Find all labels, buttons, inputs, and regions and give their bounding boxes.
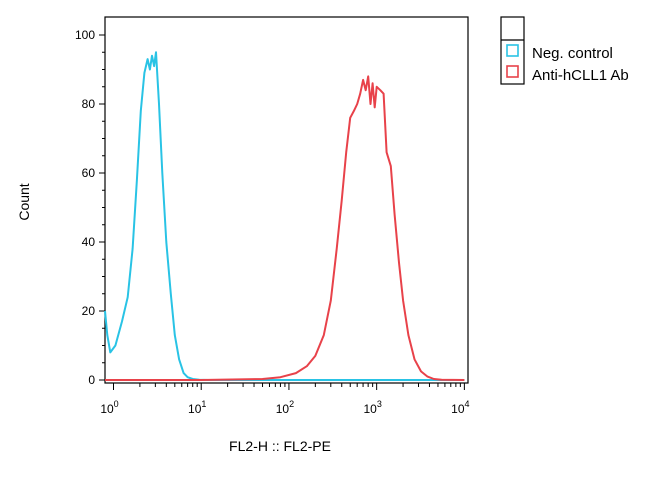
- x-axis-label: FL2-H :: FL2-PE: [229, 438, 331, 454]
- y-tick-label: 40: [82, 235, 96, 249]
- legend-label-anti-hcll1: Anti-hCLL1 Ab: [532, 67, 629, 84]
- x-tick-exponent: 0: [114, 399, 119, 409]
- legend: Neg. control Anti-hCLL1 Ab: [500, 16, 629, 85]
- x-axis-ticks: 100 101 102 103 104: [100, 383, 470, 416]
- y-tick-label: 100: [75, 28, 95, 42]
- x-tick-base: 10: [451, 402, 465, 416]
- x-tick-label: 100: [100, 399, 118, 416]
- y-tick-label: 20: [82, 304, 96, 318]
- x-tick-exponent: 1: [201, 399, 206, 409]
- x-tick-base: 10: [188, 402, 202, 416]
- legend-swatch-neg-control: [506, 44, 519, 57]
- legend-label-neg-control: Neg. control: [532, 45, 613, 62]
- x-tick-label: 101: [188, 399, 206, 416]
- y-tick-label: 60: [82, 166, 96, 180]
- x-tick-base: 10: [100, 402, 114, 416]
- x-tick-base: 10: [363, 402, 377, 416]
- y-tick-label: 80: [82, 97, 96, 111]
- y-axis-ticks: 0 20 40 60 80 100: [75, 28, 105, 387]
- y-tick-label: 0: [88, 373, 95, 387]
- x-tick-exponent: 2: [289, 399, 294, 409]
- x-tick-label: 103: [363, 399, 381, 416]
- x-tick-exponent: 4: [465, 399, 470, 409]
- series-layer: [104, 51, 465, 381]
- plot-area-frame: [104, 16, 469, 384]
- x-tick-label: 102: [276, 399, 294, 416]
- y-axis-label: Count: [16, 183, 32, 220]
- series-line-0: [104, 51, 465, 381]
- x-tick-exponent: 3: [377, 399, 382, 409]
- x-tick-base: 10: [276, 402, 290, 416]
- series-line-1: [105, 75, 465, 381]
- x-tick-label: 104: [451, 399, 469, 416]
- legend-swatch-anti-hcll1: [506, 65, 519, 78]
